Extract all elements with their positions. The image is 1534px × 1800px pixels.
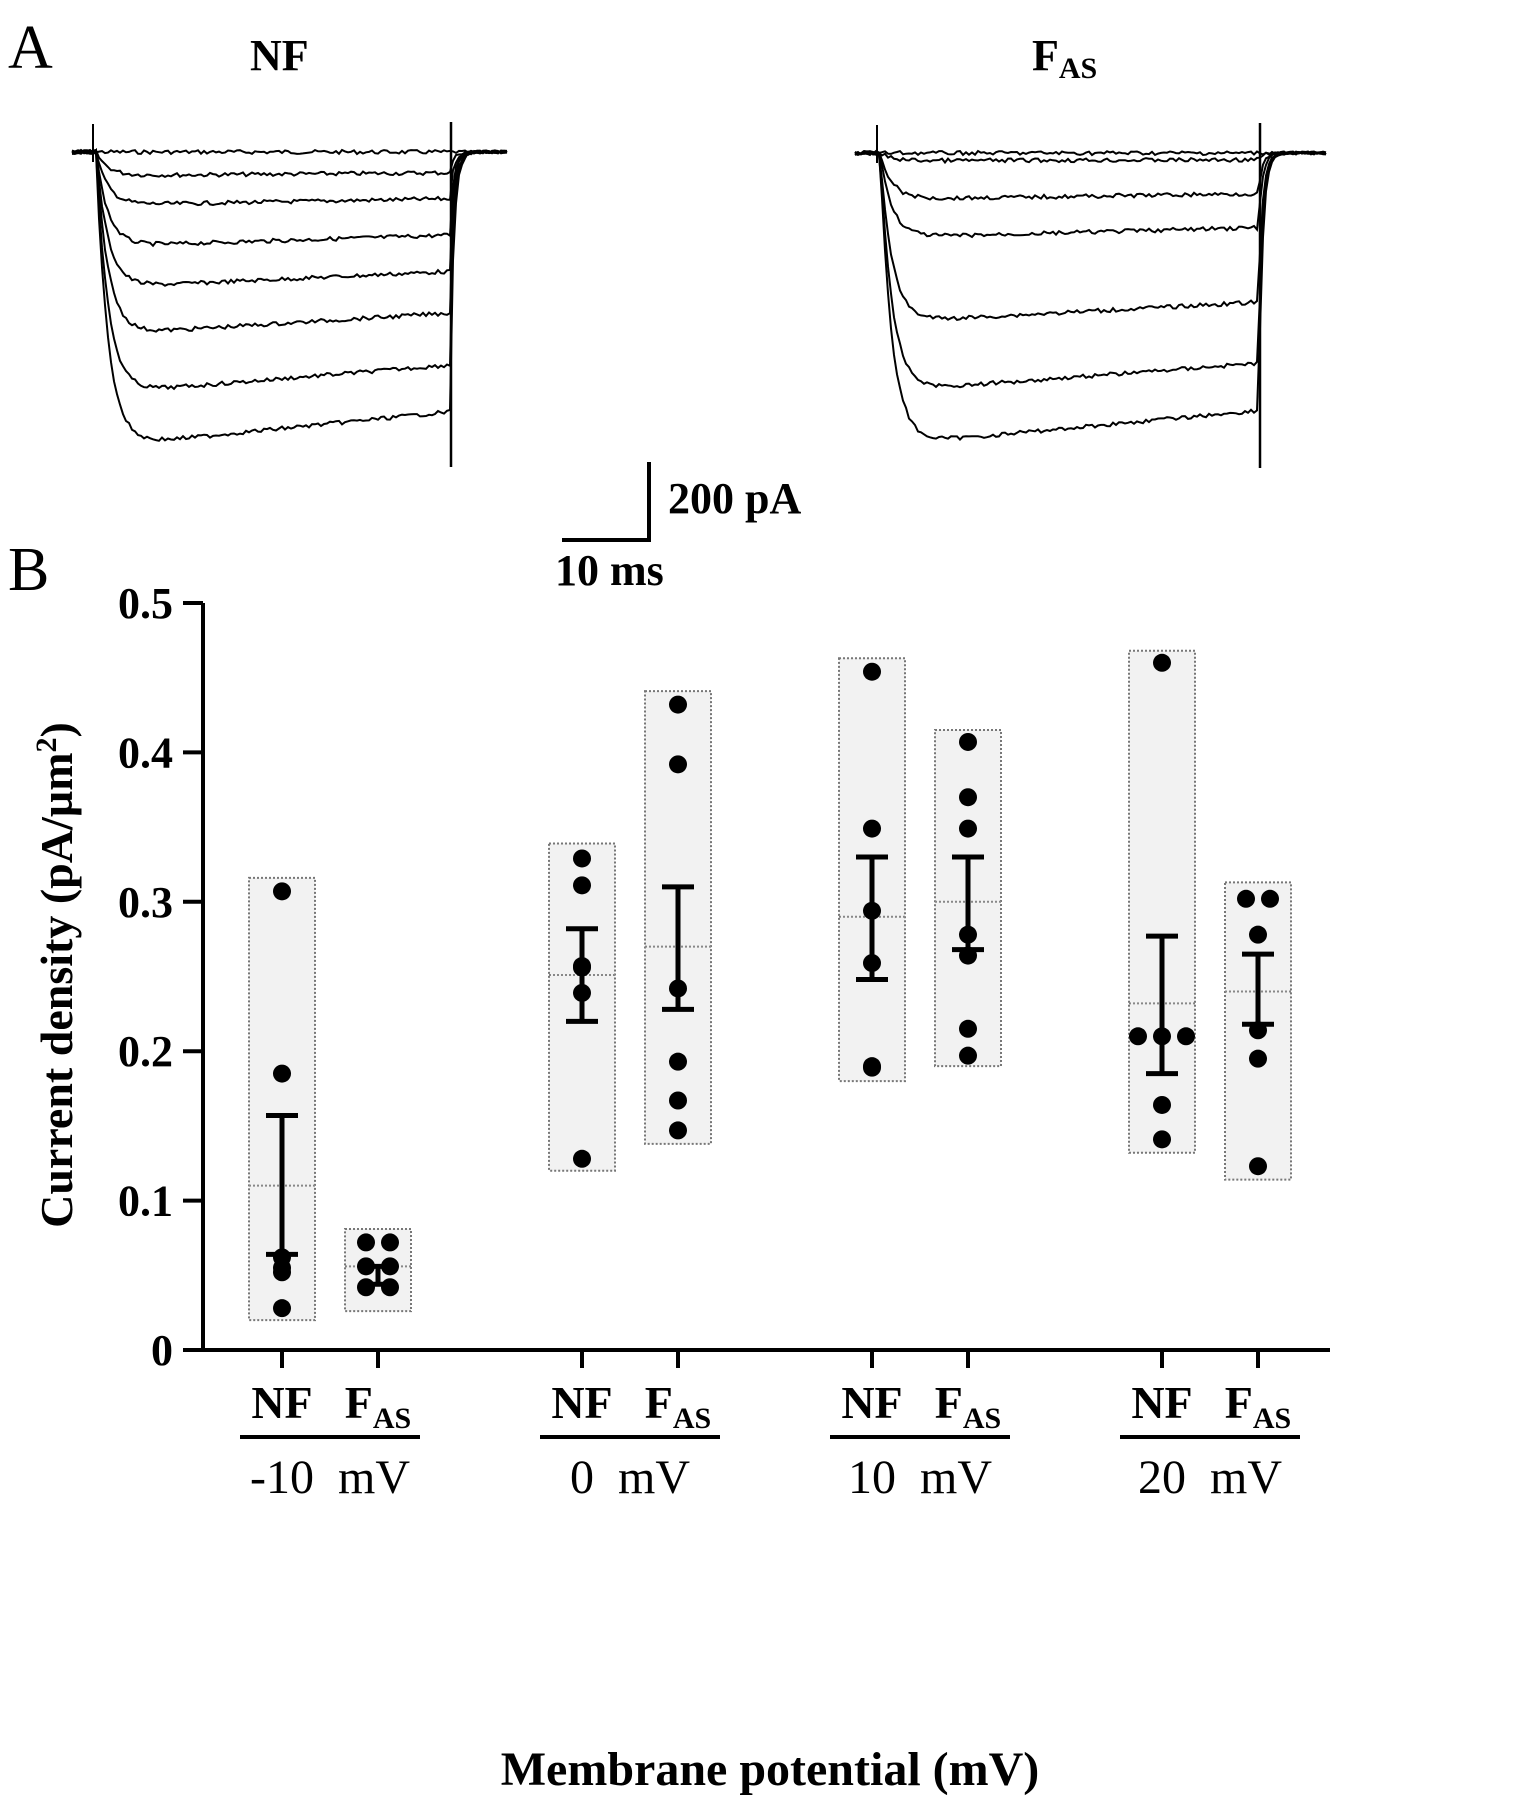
data-point <box>1153 1027 1171 1046</box>
plot-area: 0 0.1 0.2 0.3 0.4 0.5 NF FAS -10 mV NF FAS 0 mV NF FA… <box>118 579 1330 1504</box>
nf-current-traces <box>71 122 508 467</box>
data-point <box>959 732 977 751</box>
data-point <box>1177 1027 1195 1046</box>
nf-title: NF <box>250 31 309 80</box>
scale-bar: 200 pA 10 ms <box>555 462 801 595</box>
scale-bar-time-label: 10 ms <box>555 546 664 595</box>
data-point <box>381 1257 399 1276</box>
data-point <box>1237 889 1255 908</box>
condition-label: NF <box>551 1377 612 1428</box>
data-point <box>357 1233 375 1252</box>
data-point <box>573 958 591 977</box>
data-point <box>1153 1095 1171 1114</box>
panel-a-label: A <box>8 14 53 82</box>
data-point <box>959 925 977 944</box>
data-point <box>273 1299 291 1318</box>
data-point <box>1129 1027 1147 1046</box>
data-point <box>1261 889 1279 908</box>
fas-trace <box>854 149 1327 202</box>
data-point <box>573 983 591 1002</box>
data-point <box>273 1263 291 1282</box>
condition-label: FAS <box>645 1377 711 1435</box>
y-tick-label: 0.3 <box>118 878 173 927</box>
nf-trace <box>71 148 508 442</box>
data-point <box>1249 1049 1267 1068</box>
data-point <box>357 1257 375 1276</box>
data-point <box>573 876 591 895</box>
data-point <box>669 1091 687 1110</box>
fas-trace <box>854 149 1327 157</box>
data-point <box>1153 653 1171 672</box>
y-tick-label: 0 <box>151 1326 173 1375</box>
y-tick-label: 0.2 <box>118 1027 173 1076</box>
condition-label: FAS <box>935 1377 1001 1435</box>
fas-trace <box>854 150 1327 389</box>
fas-title: FAS <box>1032 31 1097 85</box>
data-point <box>1153 1130 1171 1149</box>
condition-label: NF <box>251 1377 312 1428</box>
data-point <box>1249 925 1267 944</box>
data-point <box>959 946 977 965</box>
potential-label: 10 mV <box>848 1451 992 1504</box>
nf-trace <box>71 147 508 391</box>
nf-trace <box>71 148 508 248</box>
condition-label: NF <box>841 1377 902 1428</box>
data-point <box>1249 1157 1267 1176</box>
scale-bar-current-label: 200 pA <box>668 474 801 523</box>
data-point <box>273 882 291 901</box>
y-tick-label: 0.4 <box>118 728 173 777</box>
data-point <box>669 979 687 998</box>
data-point <box>1249 1021 1267 1040</box>
nf-trace <box>71 148 508 156</box>
range-box <box>934 728 1002 1068</box>
condition-label: NF <box>1131 1377 1192 1428</box>
data-point <box>669 755 687 774</box>
fas-trace <box>854 150 1327 321</box>
data-point <box>573 1149 591 1168</box>
data-point <box>959 819 977 838</box>
nf-trace <box>72 148 508 287</box>
y-tick-label: 0.1 <box>118 1177 173 1226</box>
condition-label: FAS <box>1225 1377 1291 1435</box>
data-point <box>669 695 687 714</box>
data-point <box>959 1046 977 1065</box>
potential-label: 0 mV <box>570 1451 690 1504</box>
data-point <box>669 1121 687 1140</box>
data-point <box>381 1233 399 1252</box>
data-point <box>863 901 881 920</box>
scale-bar-lines <box>562 462 651 542</box>
data-point <box>357 1278 375 1297</box>
data-point <box>273 1064 291 1083</box>
data-point <box>959 788 977 807</box>
nf-trace <box>71 149 508 207</box>
data-point <box>959 1019 977 1038</box>
data-point <box>573 849 591 868</box>
panel-b-label: B <box>8 536 49 604</box>
data-point <box>381 1278 399 1297</box>
data-point <box>863 819 881 838</box>
fas-current-traces <box>854 123 1327 468</box>
data-point <box>863 1058 881 1077</box>
range-box <box>1128 649 1196 1154</box>
nf-trace <box>71 148 508 179</box>
y-tick-label: 0.5 <box>118 579 173 628</box>
condition-label: FAS <box>345 1377 411 1435</box>
potential-label: -10 mV <box>250 1451 410 1504</box>
data-point <box>669 1052 687 1071</box>
x-axis-label: Membrane potential (mV) <box>501 1743 1040 1796</box>
fas-trace <box>854 149 1327 165</box>
potential-label: 20 mV <box>1138 1451 1282 1504</box>
fas-trace <box>854 150 1327 239</box>
data-point <box>863 954 881 973</box>
fas-trace <box>854 150 1326 442</box>
nf-trace <box>71 148 508 333</box>
data-point <box>863 662 881 681</box>
y-axis-label: Current density (pA/µm2) <box>30 722 82 1228</box>
